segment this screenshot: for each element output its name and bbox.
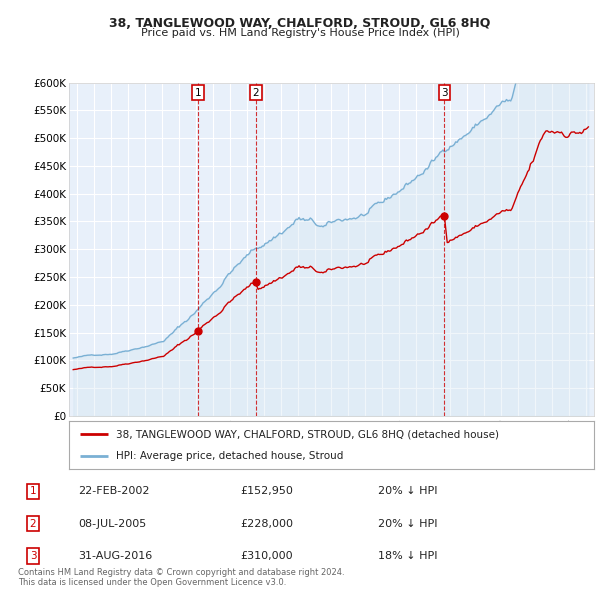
Text: Contains HM Land Registry data © Crown copyright and database right 2024.
This d: Contains HM Land Registry data © Crown c… bbox=[18, 568, 344, 587]
Text: 22-FEB-2002: 22-FEB-2002 bbox=[78, 486, 149, 496]
Text: 38, TANGLEWOOD WAY, CHALFORD, STROUD, GL6 8HQ (detached house): 38, TANGLEWOOD WAY, CHALFORD, STROUD, GL… bbox=[116, 429, 499, 439]
Text: £228,000: £228,000 bbox=[240, 519, 293, 529]
Text: 38, TANGLEWOOD WAY, CHALFORD, STROUD, GL6 8HQ: 38, TANGLEWOOD WAY, CHALFORD, STROUD, GL… bbox=[109, 17, 491, 30]
Text: 1: 1 bbox=[29, 486, 37, 496]
Text: 20% ↓ HPI: 20% ↓ HPI bbox=[378, 486, 437, 496]
Text: 2: 2 bbox=[253, 87, 259, 97]
Text: 3: 3 bbox=[29, 551, 37, 561]
Text: HPI: Average price, detached house, Stroud: HPI: Average price, detached house, Stro… bbox=[116, 451, 344, 461]
Text: 2: 2 bbox=[29, 519, 37, 529]
Text: £310,000: £310,000 bbox=[240, 551, 293, 561]
Text: 08-JUL-2005: 08-JUL-2005 bbox=[78, 519, 146, 529]
Text: 1: 1 bbox=[195, 87, 202, 97]
Text: 31-AUG-2016: 31-AUG-2016 bbox=[78, 551, 152, 561]
Text: 3: 3 bbox=[441, 87, 448, 97]
Text: 18% ↓ HPI: 18% ↓ HPI bbox=[378, 551, 437, 561]
Text: £152,950: £152,950 bbox=[240, 486, 293, 496]
Text: 20% ↓ HPI: 20% ↓ HPI bbox=[378, 519, 437, 529]
Text: Price paid vs. HM Land Registry's House Price Index (HPI): Price paid vs. HM Land Registry's House … bbox=[140, 28, 460, 38]
